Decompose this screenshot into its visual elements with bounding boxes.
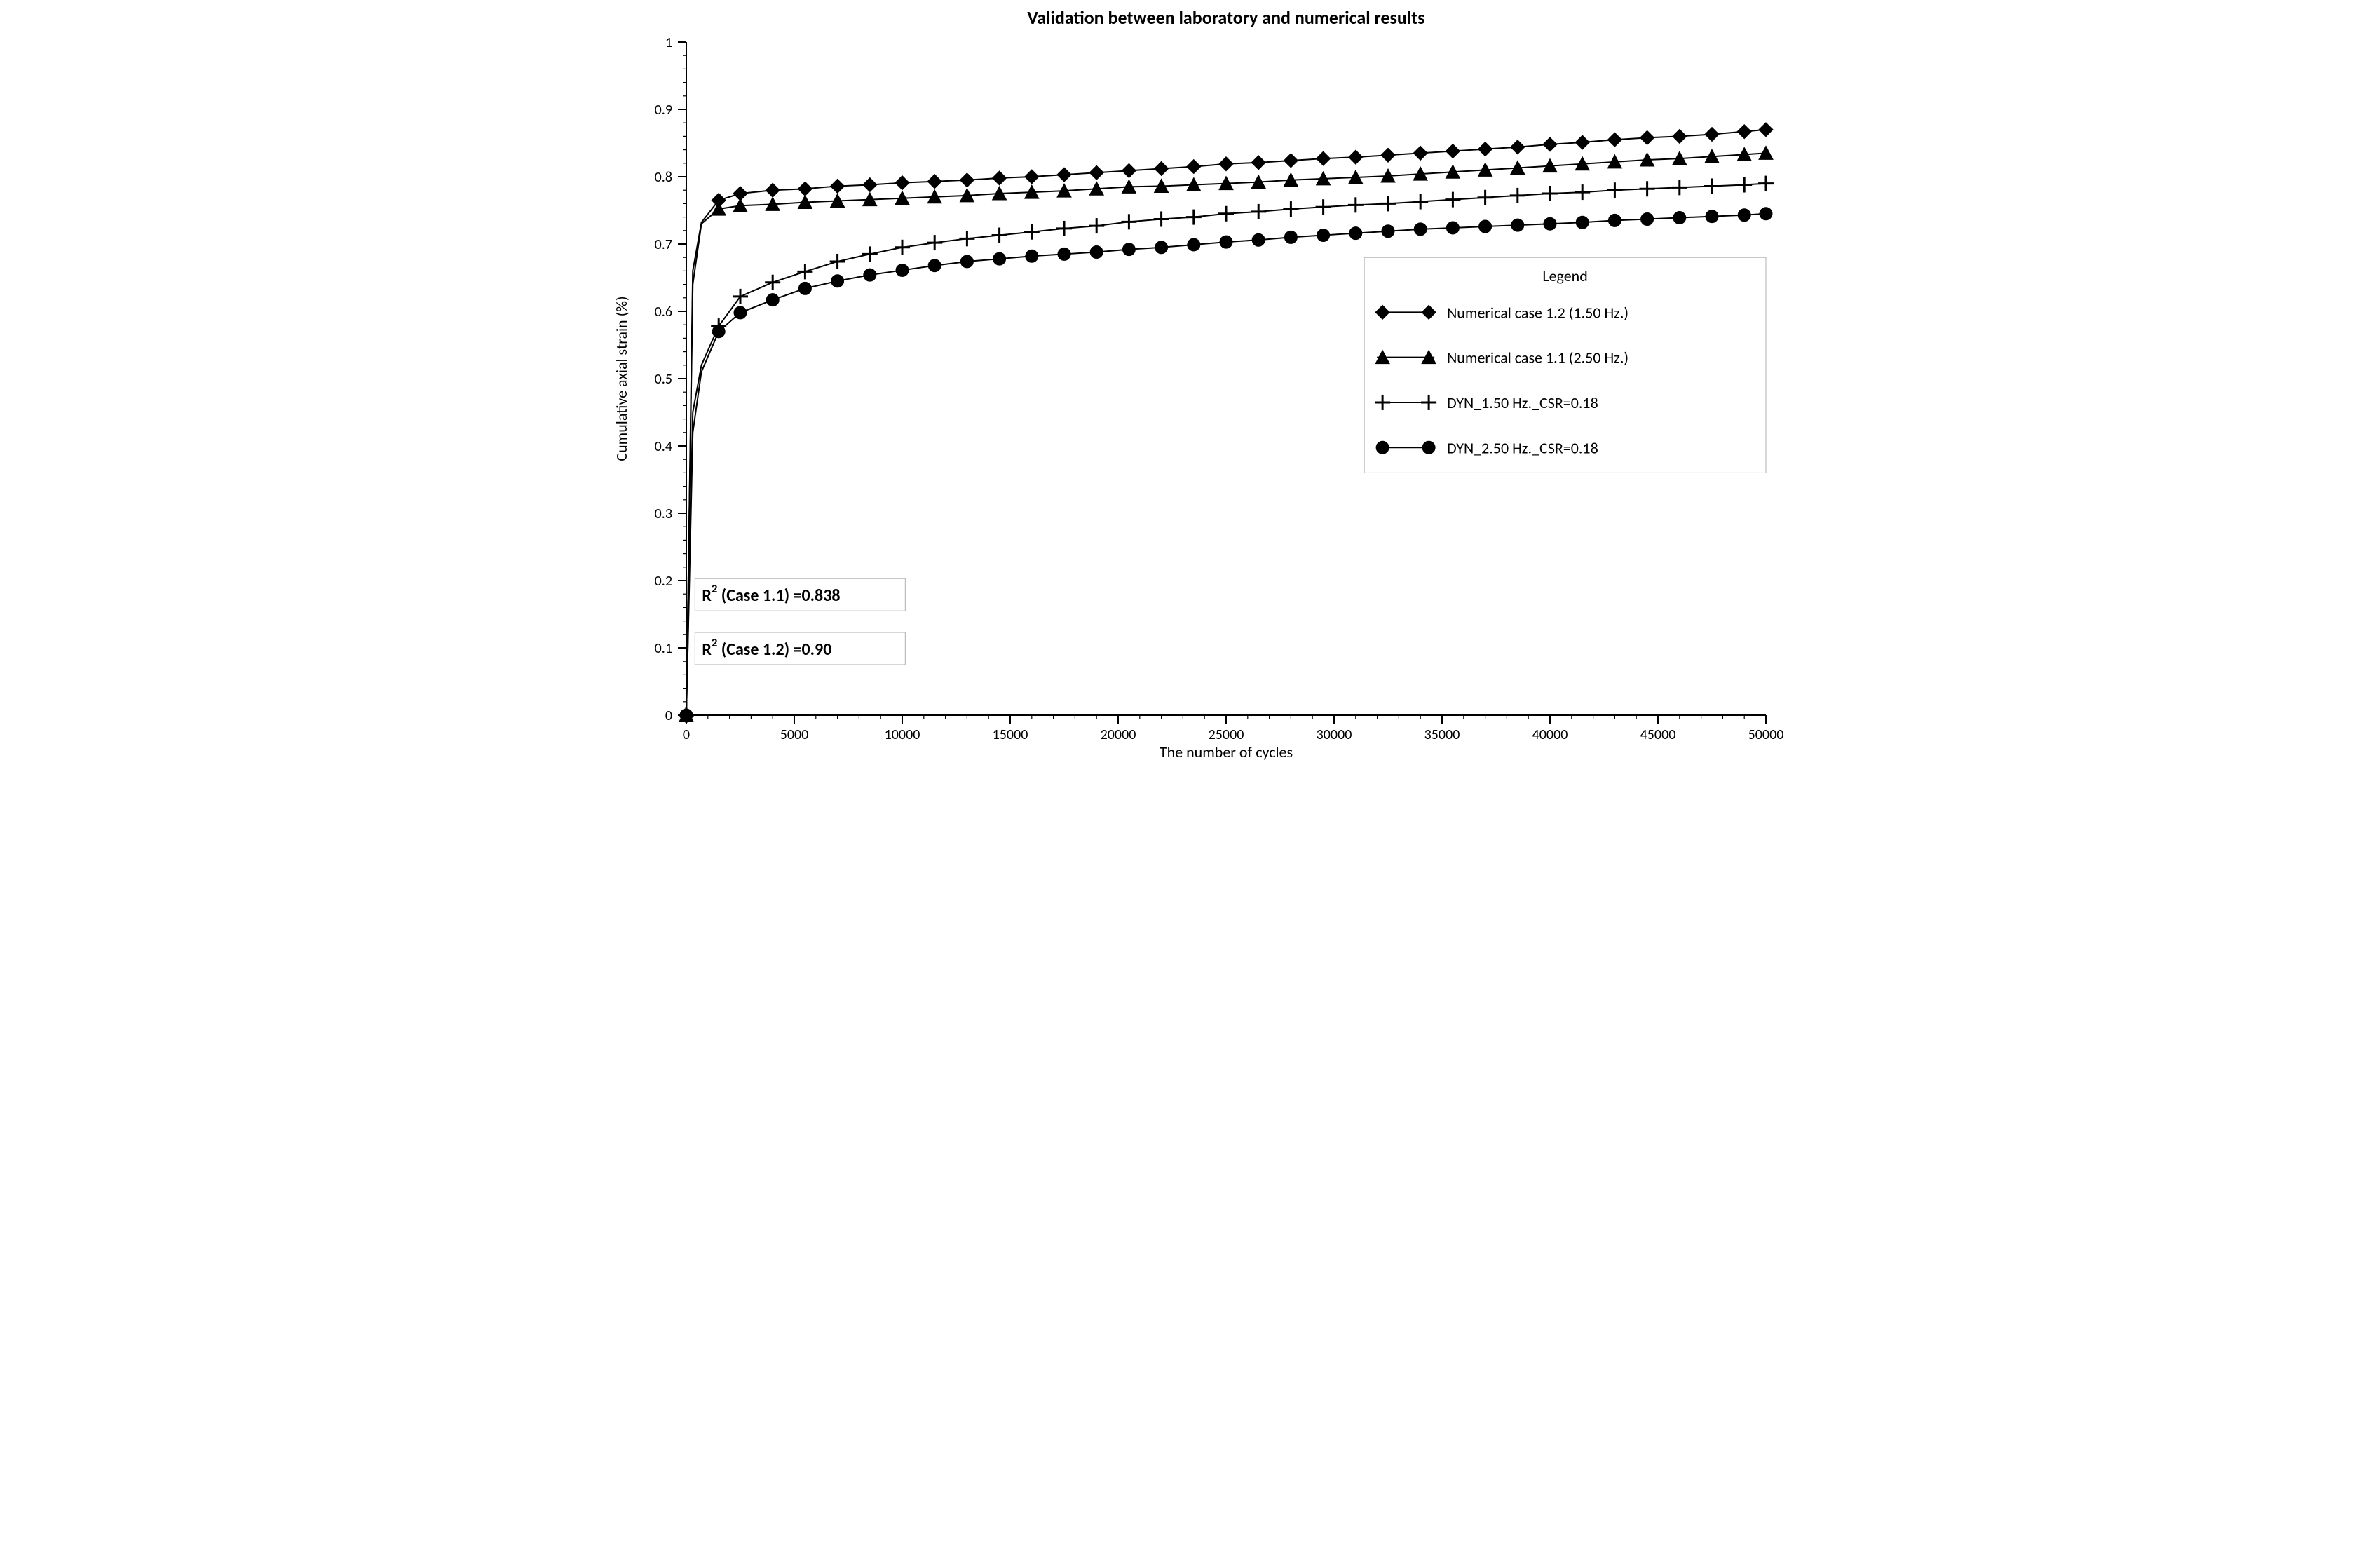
y-tick-label: 0.5 xyxy=(655,371,672,388)
y-tick-label: 1 xyxy=(665,34,672,51)
x-tick-label: 45000 xyxy=(1640,726,1676,743)
x-tick-label: 25000 xyxy=(1209,726,1244,743)
x-tick-label: 0 xyxy=(683,726,690,743)
y-tick-label: 0.1 xyxy=(655,640,672,657)
x-tick-label: 30000 xyxy=(1317,726,1352,743)
y-tick-label: 0.4 xyxy=(655,438,672,455)
x-tick-label: 40000 xyxy=(1532,726,1568,743)
y-tick-label: 0.2 xyxy=(655,573,672,590)
chart-title: Validation between laboratory and numeri… xyxy=(1027,6,1424,29)
x-axis-label: The number of cycles xyxy=(1160,743,1293,761)
x-tick-label: 35000 xyxy=(1424,726,1460,743)
svg-text:R2 (Case 1.2) =0.90: R2 (Case 1.2) =0.90 xyxy=(702,635,831,660)
validation-chart: Validation between laboratory and numeri… xyxy=(595,0,1785,776)
svg-text:R2 (Case 1.1) =0.838: R2 (Case 1.1) =0.838 xyxy=(702,581,840,606)
x-tick-label: 20000 xyxy=(1101,726,1136,743)
x-tick-label: 10000 xyxy=(885,726,920,743)
chart-svg: Validation between laboratory and numeri… xyxy=(595,0,1785,776)
x-tick-label: 5000 xyxy=(780,726,809,743)
legend-item-label: Numerical case 1.1 (2.50 Hz.) xyxy=(1447,348,1628,367)
x-tick-label: 15000 xyxy=(993,726,1028,743)
y-tick-label: 0.3 xyxy=(655,506,672,522)
y-axis-label: Cumulative axial strain (%) xyxy=(612,296,631,461)
y-tick-label: 0 xyxy=(665,707,672,724)
y-tick-label: 0.8 xyxy=(655,169,672,186)
y-tick-label: 0.9 xyxy=(655,102,672,118)
legend-item-label: DYN_2.50 Hz._CSR=0.18 xyxy=(1447,438,1598,457)
y-tick-label: 0.6 xyxy=(655,304,672,320)
legend-item-label: DYN_1.50 Hz._CSR=0.18 xyxy=(1447,393,1598,412)
y-tick-label: 0.7 xyxy=(655,236,672,253)
x-tick-label: 50000 xyxy=(1748,726,1784,743)
legend: Legend Numerical case 1.2 (1.50 Hz.) Numer… xyxy=(1364,257,1766,473)
legend-title: Legend xyxy=(1542,266,1587,285)
legend-item-label: Numerical case 1.2 (1.50 Hz.) xyxy=(1447,303,1628,322)
